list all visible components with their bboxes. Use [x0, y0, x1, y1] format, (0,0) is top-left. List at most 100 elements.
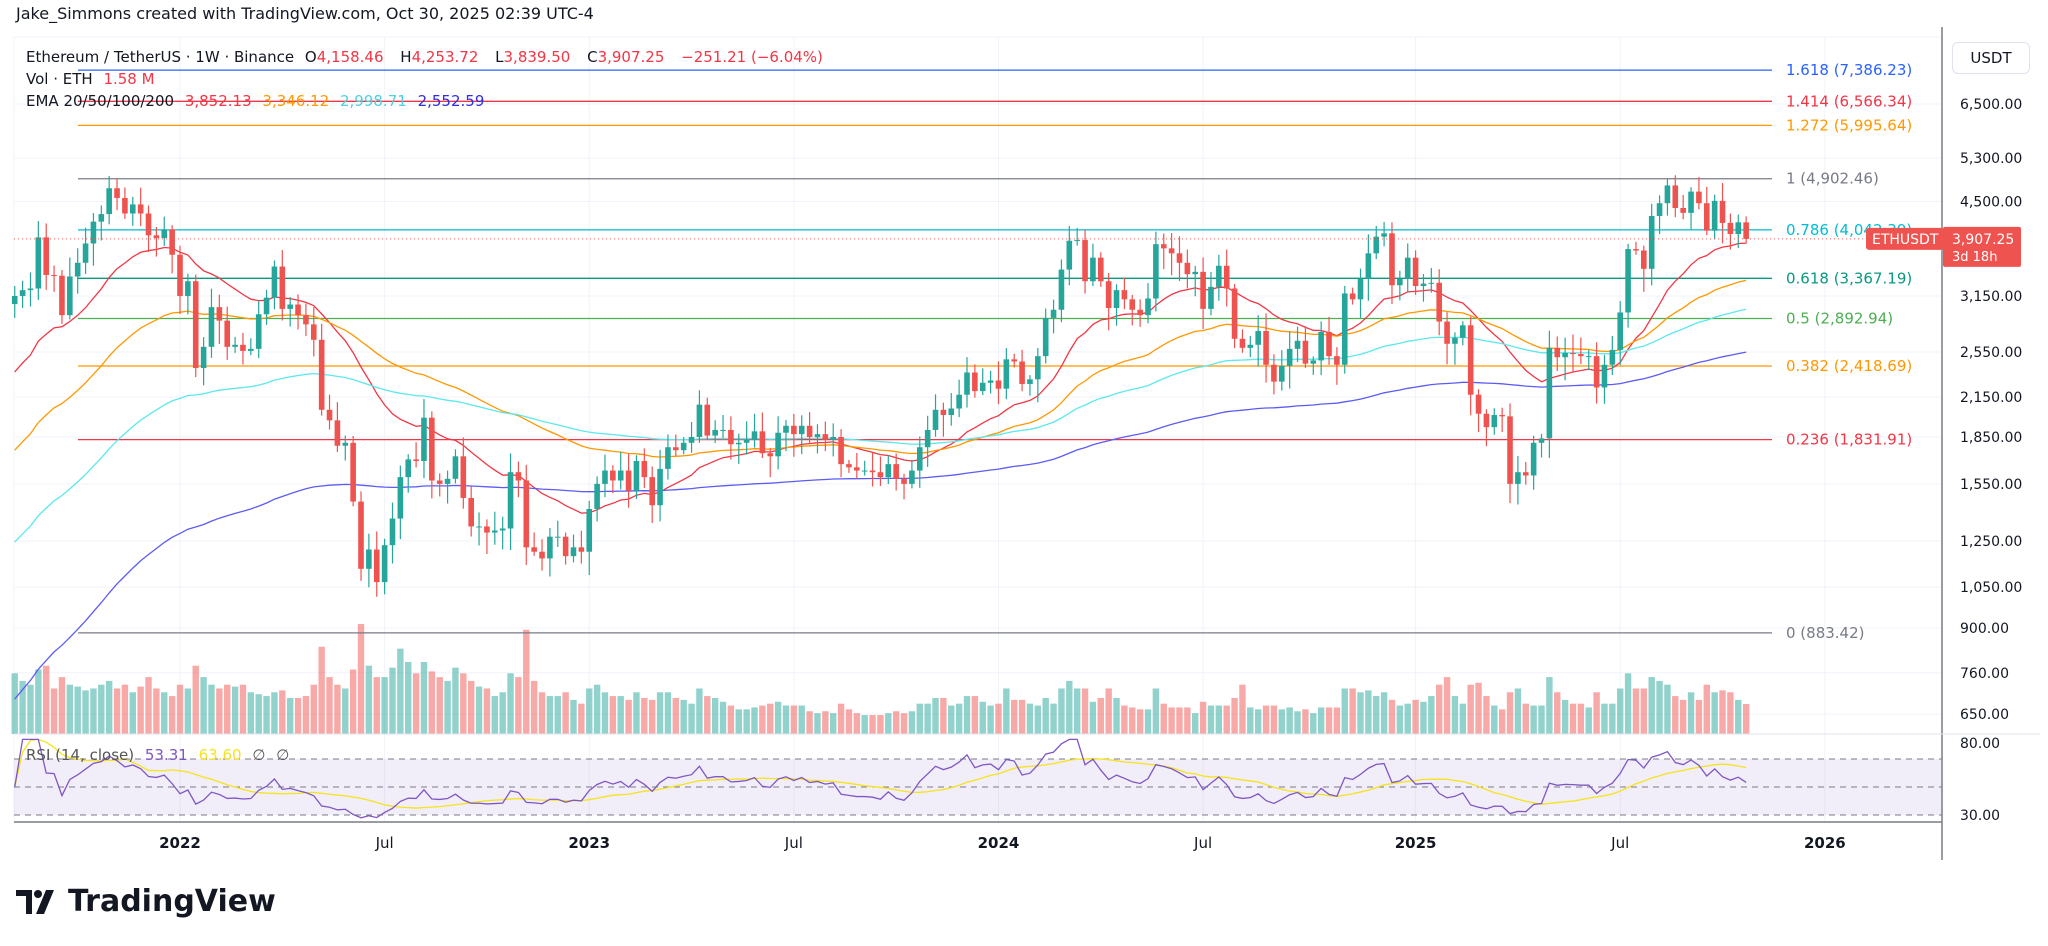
candle: [1137, 299, 1143, 327]
volume-bar: [523, 629, 530, 734]
candle-body: [1192, 271, 1199, 275]
candle: [240, 332, 246, 365]
candle-body: [932, 409, 939, 430]
candle: [1593, 342, 1600, 404]
candle-body: [350, 442, 356, 502]
candle: [979, 368, 986, 396]
candle: [909, 459, 915, 489]
candle: [1648, 203, 1655, 286]
volume-bar: [1160, 703, 1167, 734]
candle-body: [1003, 359, 1010, 389]
candle: [255, 300, 262, 359]
x-tick-label: 2022: [159, 834, 201, 852]
candle: [1286, 331, 1293, 389]
volume-bar: [892, 711, 900, 734]
volume-bar: [1286, 707, 1293, 734]
candle: [444, 470, 451, 504]
candle-body: [728, 429, 734, 445]
volume-bar: [121, 684, 129, 734]
volume-bar: [1467, 684, 1474, 734]
candle-body: [704, 404, 711, 436]
volume-bar: [759, 705, 766, 734]
candle-body: [680, 442, 687, 451]
candle-body: [1719, 200, 1726, 223]
candle: [1035, 347, 1041, 403]
ohlc-open: O4,158.46: [304, 48, 384, 66]
y-tick-label: 1,550.00: [1960, 477, 2022, 493]
candle: [11, 286, 18, 318]
fib-level-label: 1 (4,902.46): [1786, 170, 1879, 188]
candle: [389, 502, 396, 564]
candle-body: [185, 281, 191, 296]
volume-bar: [1223, 705, 1230, 734]
rsi-legend[interactable]: RSI (14, close) 53.31 63.60 ∅ ∅: [26, 746, 295, 764]
candle: [436, 473, 443, 497]
volume-bar: [1302, 709, 1309, 734]
volume-bar: [1735, 699, 1742, 734]
volume-bar: [672, 697, 680, 734]
candle: [1326, 316, 1332, 365]
volume-bar: [499, 692, 506, 734]
candle: [893, 453, 899, 491]
candle: [429, 411, 435, 499]
candle-body: [1688, 191, 1694, 213]
volume-bar: [239, 684, 247, 734]
candle-body: [98, 214, 105, 222]
rsi-label: RSI (14, close): [26, 746, 135, 764]
candle-body: [51, 274, 57, 276]
candle-body: [74, 262, 81, 277]
symbol-legend[interactable]: Ethereum / TetherUS · 1W · Binance O4,15…: [26, 48, 829, 66]
candle: [59, 270, 65, 324]
candle: [547, 527, 553, 577]
volume-bar: [1412, 699, 1419, 734]
ema50-value: 3,346.12: [262, 92, 330, 110]
candle: [1428, 267, 1435, 293]
candle-body: [893, 464, 899, 479]
candle: [838, 429, 844, 478]
candle-body: [1538, 438, 1545, 443]
volume-value: 1.58 M: [103, 70, 155, 88]
volume-bar: [58, 677, 66, 734]
candle: [421, 399, 427, 479]
candle: [602, 454, 608, 498]
rsi-pane: [14, 758, 1942, 816]
volume-bar: [1648, 677, 1655, 734]
volume-bar: [1443, 677, 1451, 734]
candle-body: [633, 460, 640, 491]
candle: [814, 424, 821, 454]
candle-body: [19, 290, 26, 296]
candle-body: [263, 297, 270, 315]
candle-body: [578, 547, 585, 552]
candle: [1168, 233, 1175, 276]
tradingview-logo[interactable]: TradingView: [16, 884, 276, 919]
volume-bar: [1278, 709, 1285, 734]
ema-legend[interactable]: EMA 20/50/100/200 3,852.13 3,346.12 2,99…: [26, 92, 490, 110]
volume-bar: [562, 692, 569, 734]
candle-body: [798, 425, 805, 435]
volume-bar: [389, 667, 396, 734]
fib-level-label: 1.414 (6,566.34): [1786, 92, 1912, 110]
candle: [1656, 195, 1663, 235]
candle-body: [767, 453, 774, 457]
candle-body: [1294, 340, 1301, 349]
fib-level-label: 0 (883.42): [1786, 624, 1865, 642]
volume-bar: [153, 688, 160, 734]
volume-bar: [1136, 709, 1144, 734]
candle: [507, 453, 514, 551]
candle-body: [1310, 360, 1317, 364]
volume-bar: [1247, 707, 1254, 734]
candle-body: [956, 394, 962, 409]
volume-bar: [365, 665, 373, 734]
volume-bar: [436, 677, 443, 734]
candle-body: [1279, 365, 1285, 382]
volume-bar: [1011, 699, 1018, 734]
volume-bar: [145, 677, 152, 734]
candle: [633, 455, 640, 499]
candle: [751, 413, 758, 448]
volume-bar: [1420, 701, 1427, 734]
candle: [956, 379, 962, 418]
candle: [759, 412, 766, 458]
volume-legend[interactable]: Vol · ETH 1.58 M: [26, 70, 161, 88]
currency-button[interactable]: USDT: [1952, 42, 2030, 74]
